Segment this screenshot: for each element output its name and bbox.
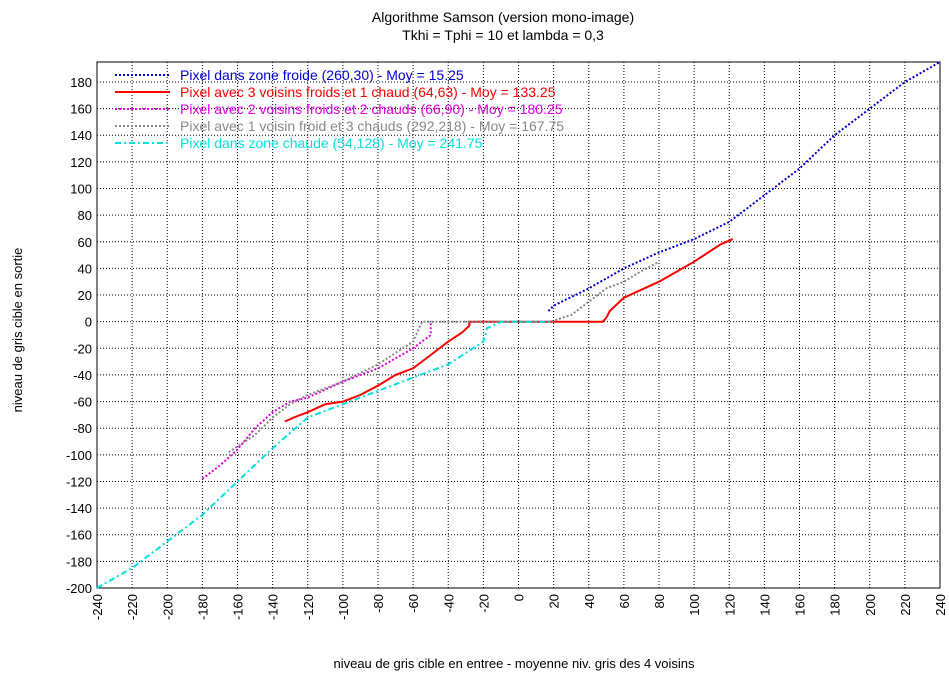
y-tick-label: -80 bbox=[73, 421, 92, 436]
chart-subtitle: Tkhi = Tphi = 10 et lambda = 0,3 bbox=[402, 27, 604, 43]
y-tick-label: 140 bbox=[70, 128, 92, 143]
y-tick-label: -200 bbox=[66, 581, 92, 596]
x-tick-label: -60 bbox=[406, 594, 421, 613]
y-tick-label: -180 bbox=[66, 554, 92, 569]
y-tick-label: 120 bbox=[70, 155, 92, 170]
x-tick-label: -120 bbox=[301, 594, 316, 620]
x-tick-label: 80 bbox=[652, 594, 667, 608]
x-tick-label: -20 bbox=[476, 594, 491, 613]
x-tick-label: -160 bbox=[231, 594, 246, 620]
x-tick-label: -100 bbox=[336, 594, 351, 620]
x-axis: -240 -220 -200 -180 -160 -140 -120 -100 -80 -60 -4… bbox=[90, 594, 948, 620]
y-axis: -200-180-160-140-120-100-80-60-40-200204… bbox=[66, 75, 92, 596]
x-tick-label: -240 bbox=[90, 594, 105, 620]
legend: Pixel dans zone froide (260,30) - Moy = … bbox=[115, 67, 564, 151]
y-tick-label: -140 bbox=[66, 501, 92, 516]
plot-frame bbox=[96, 61, 941, 589]
series-line-3 bbox=[201, 321, 432, 480]
y-tick-label: -100 bbox=[66, 448, 92, 463]
series-line-1 bbox=[547, 61, 941, 312]
y-tick-label: -40 bbox=[73, 368, 92, 383]
legend-item-5: Pixel dans zone chaude (54,128) - Moy = … bbox=[180, 135, 483, 151]
legend-item-2: Pixel avec 3 voisins froids et 1 chaud (… bbox=[180, 84, 556, 100]
series-layer bbox=[96, 61, 941, 589]
series-line-4 bbox=[228, 260, 660, 454]
y-tick-label: 100 bbox=[70, 182, 92, 197]
x-tick-label: 160 bbox=[793, 594, 808, 616]
x-tick-label: -220 bbox=[125, 594, 140, 620]
y-tick-label: -60 bbox=[73, 395, 92, 410]
x-tick-label: -200 bbox=[160, 594, 175, 620]
y-tick-label: 180 bbox=[70, 75, 92, 90]
x-tick-label: 60 bbox=[617, 594, 632, 608]
y-tick-label: 60 bbox=[78, 235, 92, 250]
x-tick-label: 120 bbox=[722, 594, 737, 616]
y-axis-label: niveau de gris cible en sortie bbox=[10, 248, 25, 413]
y-tick-label: -160 bbox=[66, 528, 92, 543]
y-tick-label: 160 bbox=[70, 102, 92, 117]
y-tick-label: 40 bbox=[78, 261, 92, 276]
y-tick-label: 80 bbox=[78, 208, 92, 223]
x-tick-label: 220 bbox=[898, 594, 913, 616]
chart-title: Algorithme Samson (version mono-image) bbox=[372, 9, 634, 25]
x-tick-label: 20 bbox=[547, 594, 562, 608]
x-tick-label: 140 bbox=[757, 594, 772, 616]
x-tick-label: 200 bbox=[863, 594, 878, 616]
x-tick-label: -80 bbox=[371, 594, 386, 613]
x-tick-label: 40 bbox=[582, 594, 597, 608]
y-tick-label: -120 bbox=[66, 474, 92, 489]
legend-item-4: Pixel avec 1 voisin froid et 3 chauds (2… bbox=[180, 118, 564, 134]
grid bbox=[96, 62, 941, 589]
x-tick-label: -180 bbox=[195, 594, 210, 620]
x-tick-label: -140 bbox=[266, 594, 281, 620]
x-tick-label: 100 bbox=[687, 594, 702, 616]
x-tick-label: -40 bbox=[441, 594, 456, 613]
x-tick-label: 180 bbox=[828, 594, 843, 616]
y-tick-label: 20 bbox=[78, 288, 92, 303]
x-axis-label: niveau de gris cible en entree - moyenne… bbox=[333, 656, 695, 671]
y-tick-label: 0 bbox=[85, 315, 92, 330]
legend-item-1: Pixel dans zone froide (260,30) - Moy = … bbox=[180, 67, 464, 83]
legend-item-3: Pixel avec 2 voisins froids et 2 chauds … bbox=[180, 101, 563, 117]
series-line-5 bbox=[96, 320, 551, 589]
x-tick-label: 0 bbox=[512, 594, 527, 601]
series-line-2 bbox=[284, 238, 734, 423]
x-tick-label: 240 bbox=[933, 594, 948, 616]
y-tick-label: -20 bbox=[73, 341, 92, 356]
